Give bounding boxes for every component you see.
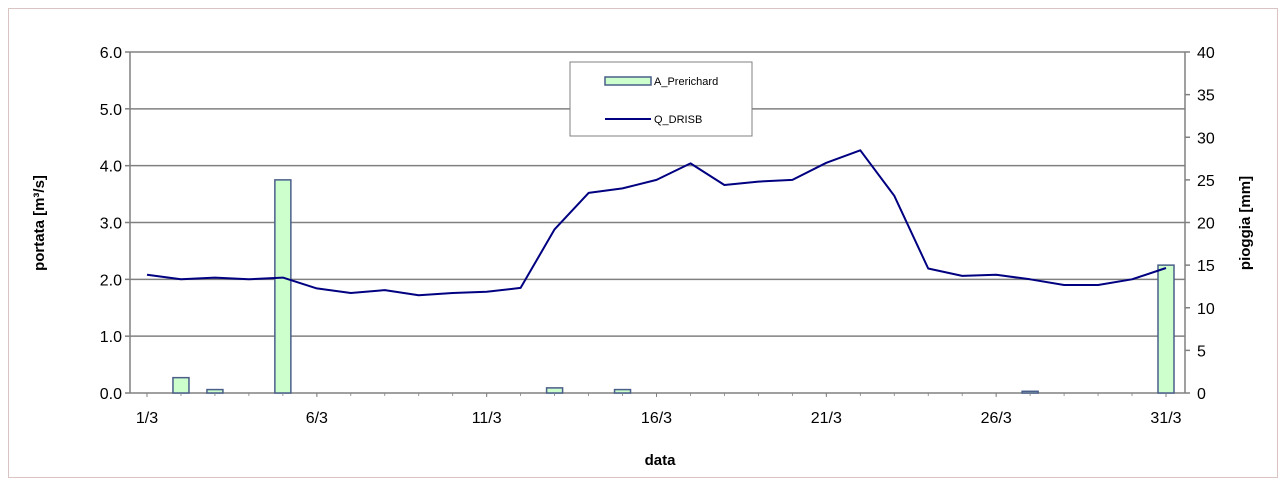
left-tick-label: 6.0 <box>100 45 122 62</box>
right-tick-label: 30 <box>1197 130 1215 147</box>
right-tick-label: 25 <box>1197 173 1215 190</box>
left-tick-label: 3.0 <box>100 216 122 233</box>
x-tick-label: 11/3 <box>472 410 502 427</box>
right-tick-label: 15 <box>1197 258 1215 275</box>
x-tick-label: 26/3 <box>981 410 1012 427</box>
right-tick-label: 20 <box>1197 216 1215 233</box>
right-tick-label: 5 <box>1197 343 1206 360</box>
bar-series-A_Prerichard <box>172 179 1175 394</box>
legend-label-bar: A_Prerichard <box>654 76 718 88</box>
line-path <box>146 149 1167 297</box>
legend-label-line: Q_DRISB <box>654 114 702 126</box>
legend: A_Prerichard Q_DRISB <box>569 61 753 137</box>
x-tick-label: 6/3 <box>306 410 328 427</box>
right-tick-label: 0 <box>1197 386 1206 403</box>
x-tick-label: 31/3 <box>1150 410 1181 427</box>
right-tick-label: 40 <box>1197 45 1215 62</box>
right-tick-label: 35 <box>1197 88 1215 105</box>
left-axis-title: portata [m³/s] <box>31 175 48 271</box>
left-tick-label: 5.0 <box>100 102 122 119</box>
x-tick-label: 21/3 <box>811 410 842 427</box>
right-axis-ticks: 0 5 10 15 20 25 30 35 40 <box>1185 45 1215 403</box>
bar <box>1157 264 1175 394</box>
bar <box>613 388 632 394</box>
right-tick-label: 10 <box>1197 301 1215 318</box>
legend-bar-swatch <box>604 76 652 86</box>
x-tick-label: 1/3 <box>136 410 158 427</box>
x-tick-label: 16/3 <box>641 410 672 427</box>
bar <box>274 179 292 394</box>
left-tick-label: 1.0 <box>100 329 122 346</box>
legend-box <box>569 61 753 137</box>
x-axis-ticks: 1/3 6/3 11/3 16/3 21/3 26/3 31/3 <box>136 393 1182 427</box>
left-axis-ticks: 0.0 1.0 2.0 3.0 4.0 5.0 6.0 <box>100 45 130 403</box>
right-axis-title: pioggia [mm] <box>1237 176 1254 270</box>
left-tick-label: 0.0 <box>100 386 122 403</box>
bar <box>545 387 564 394</box>
line-series-Q_DRISB <box>146 149 1167 297</box>
left-tick-label: 2.0 <box>100 272 122 289</box>
bar <box>172 376 190 394</box>
bar <box>206 388 224 394</box>
bar <box>1021 390 1039 394</box>
left-tick-label: 4.0 <box>100 159 122 176</box>
x-axis-title: data <box>645 452 677 469</box>
